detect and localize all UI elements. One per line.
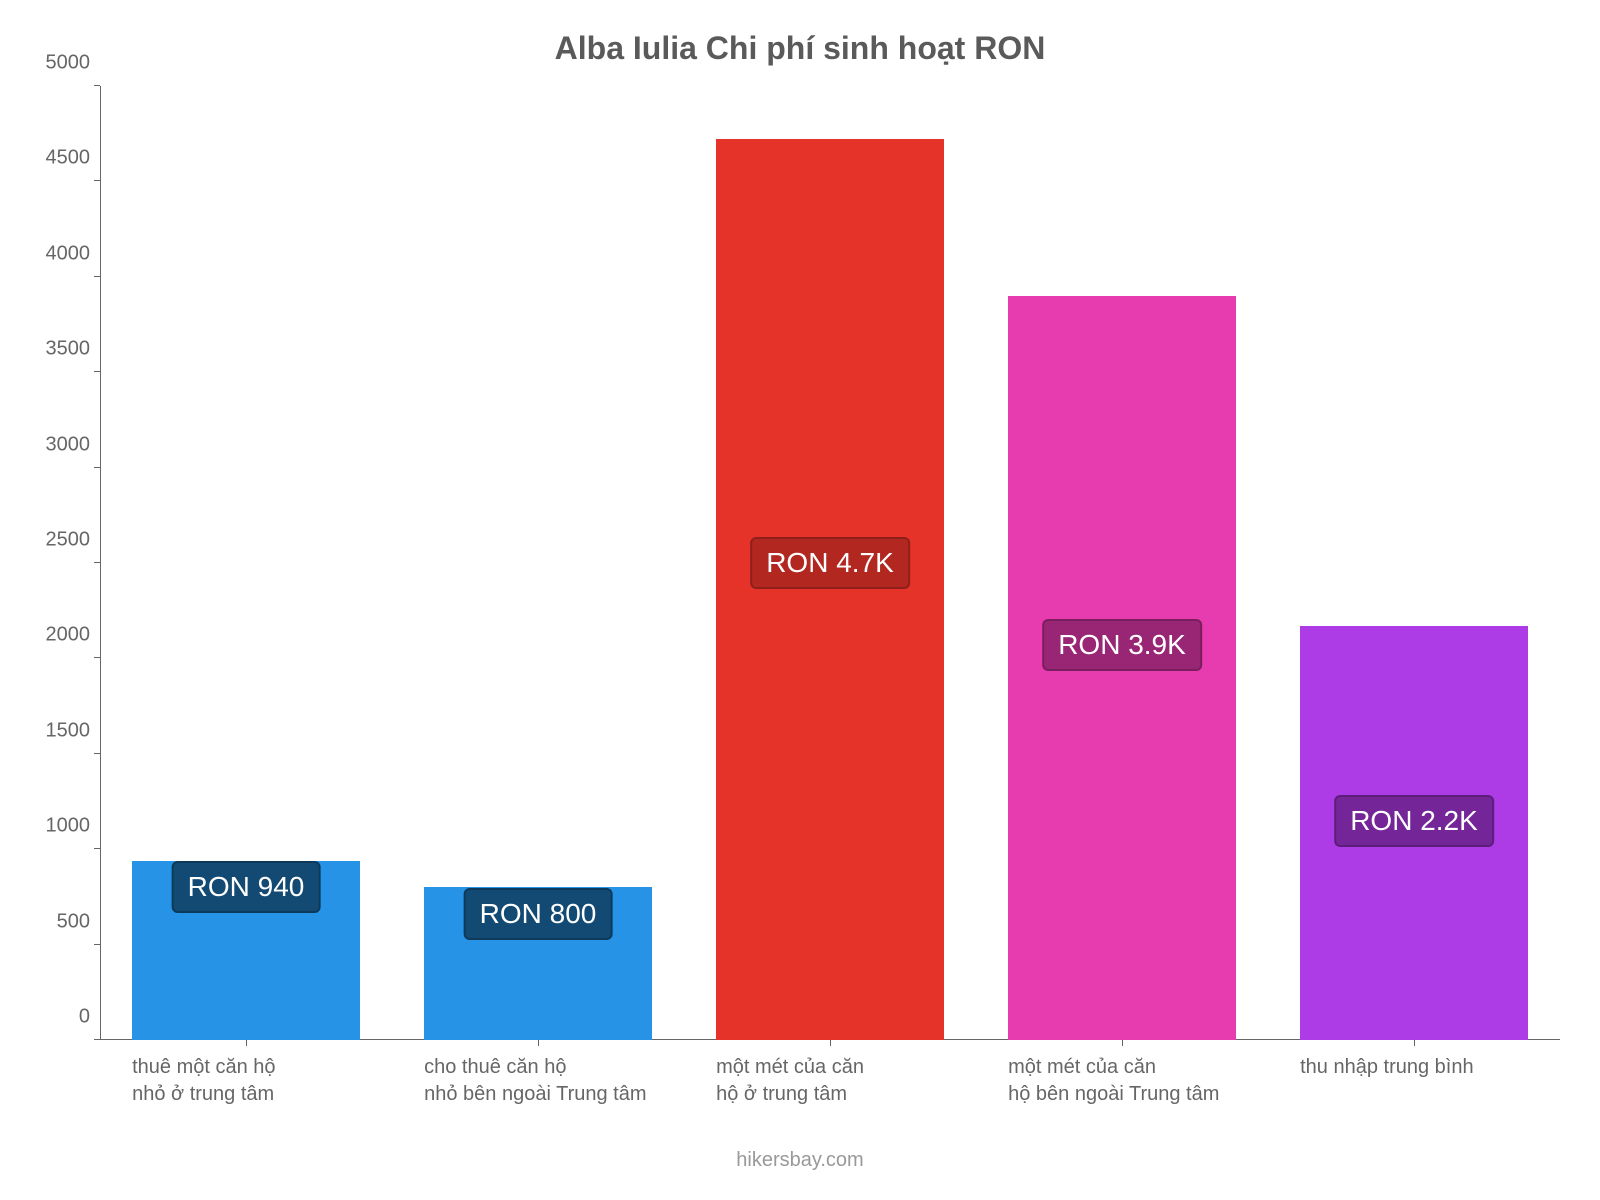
x-tick-mark [1414,1040,1415,1046]
y-tick-label: 2000 [46,624,101,647]
plot-area: 0500100015002000250030003500400045005000… [100,86,1560,1040]
y-tick-label: 2500 [46,529,101,552]
value-badge: RON 2.2K [1334,795,1494,847]
value-badge: RON 4.7K [750,537,910,589]
y-tick-label: 3500 [46,338,101,361]
x-tick-label: thuê một căn hộ nhỏ ở trung tâm [132,1040,275,1108]
bar-slot: RON 4.7Kmột mét của căn hộ ở trung tâm [684,86,976,1040]
y-tick-label: 5000 [46,52,101,75]
y-tick-label: 3000 [46,433,101,456]
y-tick-label: 4500 [46,147,101,170]
x-tick-mark [246,1040,247,1046]
x-tick-label: một mét của căn hộ bên ngoài Trung tâm [1008,1040,1219,1108]
x-tick-mark [538,1040,539,1046]
x-tick-mark [830,1040,831,1046]
y-tick-label: 0 [79,1006,100,1029]
y-tick-label: 1500 [46,719,101,742]
value-badge: RON 3.9K [1042,619,1202,671]
x-tick-mark [1122,1040,1123,1046]
x-tick-label: một mét của căn hộ ở trung tâm [716,1040,864,1108]
chart-title: Alba Iulia Chi phí sinh hoạt RON [40,30,1560,67]
x-tick-label: cho thuê căn hộ nhỏ bên ngoài Trung tâm [424,1040,646,1108]
bar-slot: RON 940thuê một căn hộ nhỏ ở trung tâm [100,86,392,1040]
chart-container: Alba Iulia Chi phí sinh hoạt RON 0500100… [0,0,1600,1200]
y-tick-label: 500 [57,910,100,933]
footer-credit: hikersbay.com [0,1149,1600,1172]
value-badge: RON 800 [464,888,613,940]
y-tick-label: 1000 [46,815,101,838]
bar-slot: RON 2.2Kthu nhập trung bình [1268,86,1560,1040]
x-tick-label: thu nhập trung bình [1300,1040,1473,1081]
bar-sqm_center [716,139,944,1040]
bar-slot: RON 800cho thuê căn hộ nhỏ bên ngoài Tru… [392,86,684,1040]
bars-group: RON 940thuê một căn hộ nhỏ ở trung tâmRO… [100,86,1560,1040]
bar-slot: RON 3.9Kmột mét của căn hộ bên ngoài Tru… [976,86,1268,1040]
value-badge: RON 940 [172,861,321,913]
y-tick-label: 4000 [46,242,101,265]
